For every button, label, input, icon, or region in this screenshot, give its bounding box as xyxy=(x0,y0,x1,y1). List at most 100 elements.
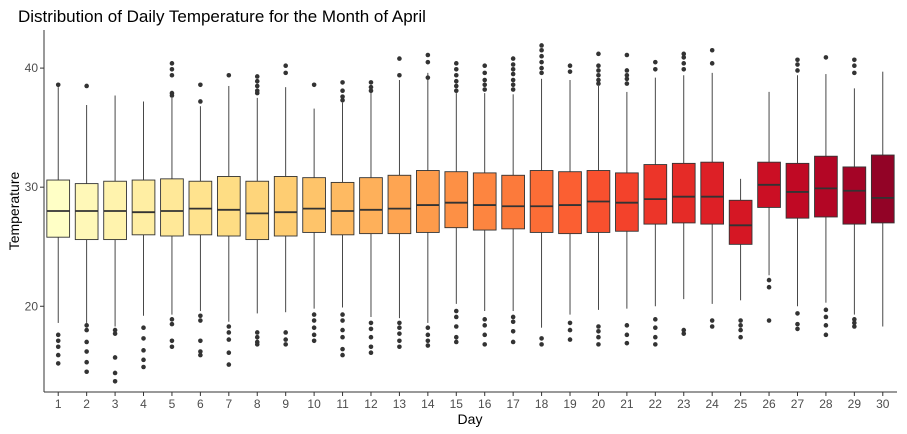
outlier-point xyxy=(510,56,516,61)
outlier-point xyxy=(112,331,118,336)
outlier-point xyxy=(567,327,573,333)
outlier-point xyxy=(596,328,601,334)
x-tick-label: 13 xyxy=(393,397,407,411)
outlier-point xyxy=(397,320,402,326)
outlier-point xyxy=(397,56,402,61)
outlier-point xyxy=(169,66,175,72)
outlier-point xyxy=(84,323,89,328)
outlier-point xyxy=(226,337,232,342)
outlier-point xyxy=(596,68,601,73)
outlier-point xyxy=(340,312,345,317)
outlier-point xyxy=(141,348,146,353)
iqr-box xyxy=(785,162,810,219)
iqr-box xyxy=(842,166,867,225)
box-day-19 xyxy=(558,63,582,342)
x-tick-label: 8 xyxy=(254,397,261,411)
outlier-point xyxy=(84,83,89,89)
iqr-box xyxy=(330,181,355,236)
box-day-24 xyxy=(700,47,725,329)
outlier-point xyxy=(653,59,658,65)
outlier-point xyxy=(510,77,516,83)
outlier-point xyxy=(368,350,374,356)
outlier-point xyxy=(425,52,431,58)
x-tick-label: 23 xyxy=(677,397,691,411)
outlier-point xyxy=(198,313,203,319)
outlier-point xyxy=(482,82,488,88)
outlier-point xyxy=(340,346,345,352)
y-tick-label: 20 xyxy=(25,299,39,313)
outlier-point xyxy=(709,47,715,53)
box-day-28 xyxy=(814,55,838,338)
outlier-point xyxy=(539,43,544,48)
iqr-box xyxy=(273,176,298,237)
outlier-point xyxy=(397,344,402,350)
outlier-point xyxy=(311,312,317,317)
x-axis-ticks: 1 2 3 4 5 6 7 8 9 10 11 12 13 14 15 16 17 18 19 20 21 22 23 24 2… xyxy=(55,392,890,411)
outlier-point xyxy=(112,370,118,376)
outlier-point xyxy=(397,72,402,78)
outlier-point xyxy=(226,362,232,367)
x-tick-label: 14 xyxy=(421,397,435,411)
outlier-point xyxy=(141,336,146,341)
outlier-point xyxy=(823,323,829,328)
outlier-point xyxy=(482,342,488,347)
outlier-point xyxy=(425,343,431,348)
outlier-point xyxy=(169,344,175,350)
outlier-point xyxy=(596,63,601,69)
outlier-point xyxy=(84,359,89,365)
outlier-point xyxy=(823,55,829,60)
outlier-point xyxy=(340,97,345,103)
outlier-point xyxy=(823,307,829,313)
outlier-point xyxy=(596,81,601,86)
outlier-point xyxy=(397,338,402,344)
outlier-point xyxy=(226,330,232,335)
iqr-box xyxy=(245,180,270,241)
outlier-point xyxy=(624,323,630,328)
x-tick-label: 15 xyxy=(450,397,464,411)
x-tick-label: 7 xyxy=(225,397,232,411)
outlier-point xyxy=(482,87,488,92)
outlier-point xyxy=(653,66,658,72)
iqr-box xyxy=(472,172,497,231)
outlier-point xyxy=(709,61,715,66)
outlier-point xyxy=(368,80,374,85)
outlier-point xyxy=(567,337,573,342)
box-day-25 xyxy=(728,178,753,340)
outlier-point xyxy=(795,62,800,67)
outlier-point xyxy=(852,317,857,322)
x-tick-label: 18 xyxy=(535,397,549,411)
outlier-point xyxy=(738,323,743,328)
outlier-point xyxy=(539,53,544,59)
outlier-point xyxy=(340,94,345,99)
iqr-box xyxy=(558,171,582,235)
x-axis-title: Day xyxy=(458,411,483,427)
outlier-point xyxy=(539,59,544,65)
x-tick-label: 26 xyxy=(762,397,776,411)
box-day-7 xyxy=(216,72,241,367)
outlier-point xyxy=(795,311,800,316)
outlier-point xyxy=(425,59,431,65)
outlier-point xyxy=(738,318,743,323)
outlier-point xyxy=(596,77,601,83)
box-day-8 xyxy=(245,74,270,347)
outlier-point xyxy=(510,314,516,320)
outlier-point xyxy=(198,318,203,323)
x-tick-label: 22 xyxy=(649,397,663,411)
outlier-point xyxy=(453,314,459,320)
box-day-6 xyxy=(188,82,213,358)
outlier-point xyxy=(510,71,516,77)
outlier-point xyxy=(226,324,232,329)
box-day-14 xyxy=(416,52,440,348)
outlier-point xyxy=(510,82,516,88)
outlier-point xyxy=(510,339,516,345)
outlier-point xyxy=(567,320,573,326)
outlier-point xyxy=(852,320,857,326)
x-tick-label: 20 xyxy=(592,397,606,411)
outlier-point xyxy=(653,317,658,322)
outlier-point xyxy=(169,72,175,78)
outlier-point xyxy=(169,93,175,98)
box-day-2 xyxy=(74,83,99,375)
outlier-point xyxy=(453,72,459,78)
outlier-point xyxy=(795,326,800,332)
outlier-point xyxy=(709,324,715,329)
